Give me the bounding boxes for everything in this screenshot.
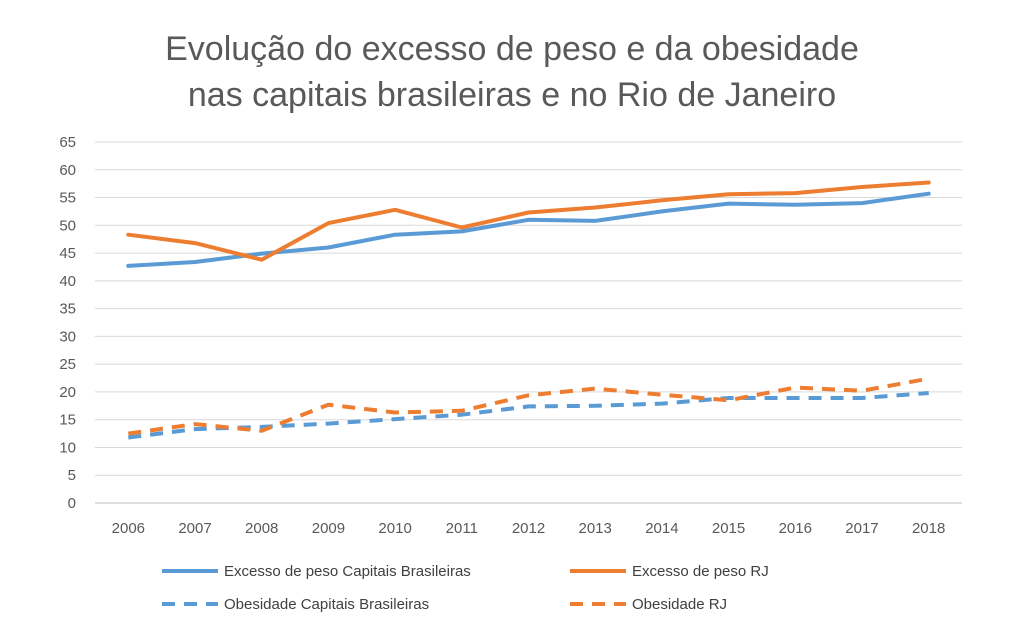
series-line-1 <box>126 191 931 268</box>
series-line-3 <box>128 391 929 440</box>
y-tick-label: 50 <box>59 217 76 234</box>
legend-label-4: Obesidade RJ <box>632 596 727 613</box>
x-tick-label: 2007 <box>178 520 211 537</box>
x-tick-label: 2006 <box>112 520 145 537</box>
y-axis-ticks: 0 5 10 15 20 25 30 35 40 45 50 55 60 65 <box>59 134 76 512</box>
x-axis-ticks: 2006 2007 2008 2009 2010 2011 2012 2013 2014 2015… <box>112 520 946 537</box>
y-tick-label: 35 <box>59 301 76 318</box>
legend-label-1: Excesso de peso Capitais Brasileiras <box>224 563 471 580</box>
series-line-4 <box>128 376 930 436</box>
x-tick-label: 2015 <box>712 520 745 537</box>
y-tick-label: 10 <box>59 439 76 456</box>
x-tick-label: 2010 <box>378 520 411 537</box>
series-line-2 <box>126 180 931 262</box>
y-tick-label: 60 <box>59 162 76 179</box>
x-tick-label: 2014 <box>645 520 678 537</box>
gridlines <box>95 141 962 504</box>
x-tick-label: 2017 <box>845 520 878 537</box>
x-tick-label: 2013 <box>579 520 612 537</box>
legend-label-3: Obesidade Capitais Brasileiras <box>224 596 429 613</box>
x-tick-label: 2008 <box>245 520 278 537</box>
legend: Excesso de peso Capitais Brasileiras Exce… <box>162 563 769 613</box>
y-tick-label: 40 <box>59 273 76 290</box>
chart-title-line-2: nas capitais brasileiras e no Rio de Jan… <box>187 76 837 114</box>
x-tick-label: 2018 <box>912 520 945 537</box>
series-lines <box>126 180 931 440</box>
y-tick-label: 25 <box>59 356 76 373</box>
chart-title-line-1: Evolução do excesso de peso e da obesida… <box>165 30 859 68</box>
y-tick-label: 20 <box>59 384 76 401</box>
x-tick-label: 2012 <box>512 520 545 537</box>
y-tick-label: 30 <box>59 328 76 345</box>
y-tick-label: 65 <box>59 134 76 151</box>
x-tick-label: 2016 <box>779 520 812 537</box>
x-tick-label: 2009 <box>312 520 345 537</box>
y-tick-label: 55 <box>59 190 76 207</box>
chart-title: Evolução do excesso de peso e da obesida… <box>0 26 1024 118</box>
x-tick-label: 2011 <box>446 520 478 537</box>
legend-label-2: Excesso de peso RJ <box>632 563 769 580</box>
y-tick-label: 5 <box>68 467 76 484</box>
y-tick-label: 15 <box>59 412 76 429</box>
y-tick-label: 0 <box>68 495 76 512</box>
y-tick-label: 45 <box>59 245 76 262</box>
